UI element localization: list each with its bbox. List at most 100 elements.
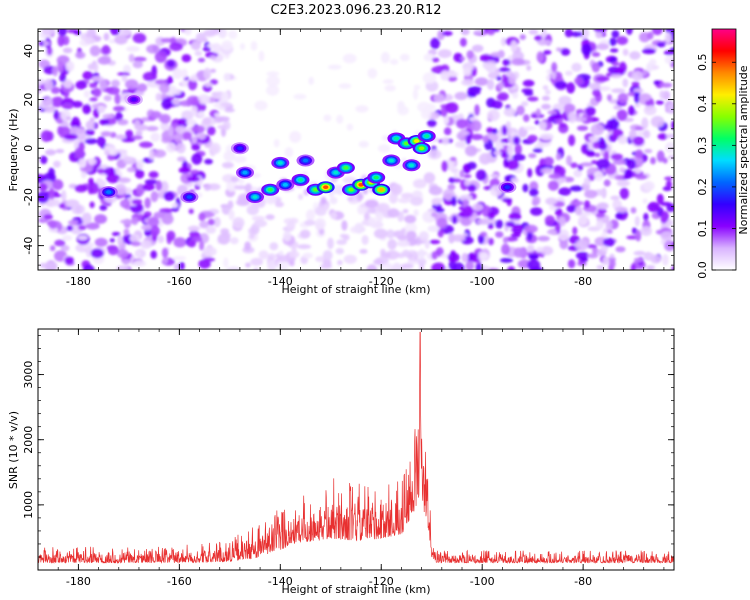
heatmap-noise-cell — [500, 257, 513, 263]
heatmap-noise-cell — [84, 138, 98, 145]
heatmap-noise-cell — [613, 105, 622, 110]
heatmap-noise-cell — [115, 111, 123, 122]
heatmap-noise-cell — [355, 105, 369, 113]
heatmap-noise-cell — [569, 185, 583, 192]
heatmap-y-label: Frequency (Hz) — [7, 109, 20, 192]
heatmap-noise-cell — [132, 60, 143, 69]
heatmap-noise-cell — [277, 260, 290, 270]
heatmap-noise-cell — [671, 241, 674, 248]
heatmap-noise-cell — [554, 208, 563, 217]
heatmap-noise-cell — [78, 225, 87, 231]
heatmap-noise-cell — [591, 62, 601, 73]
heatmap-noise-cell — [357, 207, 368, 215]
heatmap-noise-cell — [187, 225, 200, 232]
heatmap-noise-cell — [253, 219, 268, 228]
heatmap-noise-cell — [323, 203, 329, 211]
heatmap-noise-cell — [532, 148, 543, 153]
heatmap-noise-cell — [188, 208, 194, 214]
heatmap-noise-cell — [539, 133, 554, 141]
heatmap-noise-cell — [539, 121, 547, 131]
heatmap-noise-cell — [187, 176, 200, 183]
heatmap-noise-cell — [173, 237, 187, 248]
heatmap-noise-cell — [500, 37, 507, 47]
colorbar-frame — [711, 28, 737, 271]
heatmap-noise-cell — [633, 250, 646, 256]
heatmap-noise-cell — [541, 167, 553, 174]
heatmap-noise-cell — [373, 259, 384, 265]
heatmap-noise-cell — [382, 79, 394, 84]
heatmap-noise-cell — [459, 37, 467, 47]
heatmap-noise-cell — [560, 177, 567, 182]
heatmap-noise-cell — [150, 110, 162, 119]
heatmap-noise-cell — [467, 91, 477, 98]
heatmap-noise-cell — [511, 58, 525, 66]
heatmap-noise-cell — [614, 174, 624, 181]
heatmap-noise-cell — [230, 237, 239, 245]
heatmap-noise-cell — [476, 218, 490, 225]
heatmap-noise-cell — [132, 33, 147, 44]
heatmap-noise-cell — [267, 260, 277, 270]
heatmap-noise-cell — [184, 29, 192, 36]
heatmap-noise-cell — [609, 253, 615, 259]
heatmap-noise-cell — [131, 241, 142, 247]
heatmap-noise-cell — [323, 114, 332, 122]
snr-y-tick-label: 1000 — [22, 491, 35, 519]
heatmap-noise-cell — [652, 29, 663, 36]
heatmap-noise-cell — [139, 141, 153, 148]
heatmap-noise-cell — [106, 173, 121, 184]
heatmap-noise-cell — [447, 252, 460, 263]
heatmap-noise-cell — [361, 235, 369, 245]
heatmap-noise-cell — [567, 259, 576, 269]
heatmap-noise-cell — [182, 131, 192, 140]
heatmap-noise-cell — [596, 158, 610, 169]
heatmap-noise-cell — [82, 264, 95, 270]
heatmap-noise-cell — [288, 251, 300, 258]
heatmap-noise-cell — [58, 126, 71, 136]
heatmap-noise-cell — [503, 159, 510, 168]
heatmap-noise-cell — [315, 206, 327, 216]
heatmap-noise-cell — [559, 239, 569, 250]
heatmap-noise-cell — [449, 156, 457, 162]
heatmap-noise-cell — [166, 230, 176, 241]
heatmap-noise-cell — [84, 37, 96, 45]
heatmap-noise-cell — [551, 62, 558, 73]
heatmap-noise-cell — [605, 220, 613, 231]
heatmap-noise-cell — [302, 252, 313, 259]
heatmap-noise-cell — [60, 244, 70, 252]
heatmap-noise-cell — [43, 261, 58, 270]
heatmap-noise-cell — [643, 212, 649, 222]
heatmap-noise-cell — [490, 51, 504, 58]
heatmap-noise-cell — [110, 29, 121, 36]
heatmap-noise-cell — [283, 230, 292, 242]
snr-x-label: Height of straight line (km) — [281, 583, 430, 596]
heatmap-noise-cell — [534, 35, 543, 41]
heatmap-feature — [291, 173, 310, 186]
heatmap-noise-cell — [497, 92, 509, 101]
heatmap-noise-cell — [508, 212, 522, 221]
heatmap-noise-cell — [486, 79, 495, 91]
heatmap-noise-cell — [150, 225, 160, 237]
heatmap-noise-cell — [440, 70, 451, 81]
heatmap-noise-cell — [213, 216, 221, 228]
heatmap-noise-cell — [427, 119, 437, 127]
heatmap-noise-cell — [529, 188, 539, 197]
heatmap-noise-cell — [435, 247, 444, 257]
heatmap-noise-cell — [412, 190, 423, 198]
heatmap-noise-cell — [41, 29, 55, 36]
heatmap-noise-cell — [85, 129, 95, 136]
heatmap-noise-cell — [107, 245, 119, 256]
heatmap-noise-cell — [220, 228, 230, 235]
heatmap-noise-cell — [537, 235, 550, 242]
heatmap-noise-cell — [181, 110, 194, 121]
heatmap-noise-cell — [150, 191, 159, 203]
heatmap-noise-cell — [628, 105, 635, 116]
heatmap-noise-cell — [542, 85, 549, 90]
heatmap-noise-cell — [96, 136, 106, 147]
heatmap-noise-cell — [78, 141, 85, 152]
heatmap-noise-cell — [545, 197, 558, 206]
heatmap-noise-cell — [190, 98, 200, 106]
heatmap-noise-cell — [500, 151, 510, 158]
heatmap-noise-cell — [191, 153, 203, 165]
heatmap-noise-cell — [646, 265, 656, 270]
heatmap-noise-cell — [572, 226, 578, 235]
